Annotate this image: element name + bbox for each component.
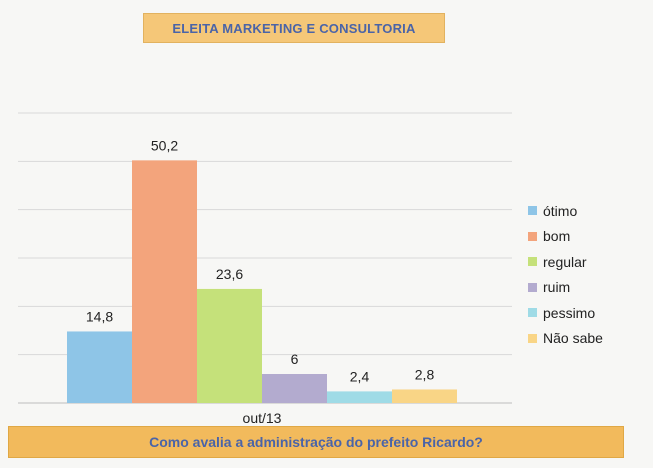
legend-item: pessimo: [528, 300, 603, 326]
legend-item: regular: [528, 249, 603, 275]
legend-label: ruim: [543, 279, 571, 296]
data-label-1: 14,8: [86, 308, 113, 324]
question-banner: Como avalia a administração do prefeito …: [8, 426, 624, 458]
data-label-4: 6: [291, 351, 299, 367]
legend-swatch: [528, 257, 537, 267]
chart-legend: ótimo bom regular ruim pessimo Não sabe: [528, 198, 603, 351]
legend-swatch: [528, 308, 537, 318]
legend-item: ruim: [528, 275, 603, 301]
bar-3: [197, 288, 262, 403]
legend-label: Não sabe: [543, 330, 603, 347]
legend-item: ótimo: [528, 198, 603, 224]
bar-5: [327, 391, 392, 403]
category-label: out/13: [243, 410, 282, 426]
bar-4: [262, 374, 327, 403]
bar-1: [67, 331, 132, 403]
legend-swatch: [528, 282, 537, 292]
header-title: ELEITA MARKETING E CONSULTORIA: [172, 20, 416, 36]
legend-label: bom: [543, 228, 571, 245]
legend-swatch: [528, 231, 537, 241]
question-text: Como avalia a administração do prefeito …: [149, 434, 483, 450]
data-label-5: 2,4: [350, 368, 370, 384]
legend-swatch: [528, 333, 537, 343]
legend-label: ótimo: [543, 202, 578, 219]
bar-6: [392, 389, 457, 403]
bar-2: [132, 160, 197, 403]
header-banner: ELEITA MARKETING E CONSULTORIA: [143, 13, 445, 43]
legend-label: pessimo: [543, 304, 596, 321]
legend-swatch: [528, 206, 537, 216]
legend-item: bom: [528, 224, 603, 250]
data-label-2: 50,2: [151, 137, 178, 153]
data-label-6: 2,8: [415, 366, 435, 382]
data-label-3: 23,6: [216, 266, 243, 282]
legend-label: regular: [543, 253, 587, 270]
legend-item: Não sabe: [528, 326, 603, 352]
